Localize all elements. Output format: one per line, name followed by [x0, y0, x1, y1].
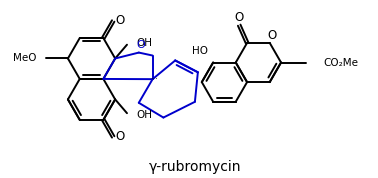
- Text: CO₂Me: CO₂Me: [323, 57, 358, 67]
- Text: O: O: [115, 130, 125, 143]
- Text: MeO: MeO: [13, 53, 36, 64]
- Text: O: O: [136, 40, 145, 50]
- Text: OH: OH: [137, 110, 153, 120]
- Text: γ-rubromycin: γ-rubromycin: [149, 160, 241, 174]
- Text: HO: HO: [192, 46, 208, 56]
- Text: O: O: [115, 14, 125, 27]
- Text: O: O: [267, 28, 276, 41]
- Text: OH: OH: [137, 38, 153, 48]
- Text: ...: ...: [150, 72, 158, 81]
- Text: O: O: [235, 11, 244, 24]
